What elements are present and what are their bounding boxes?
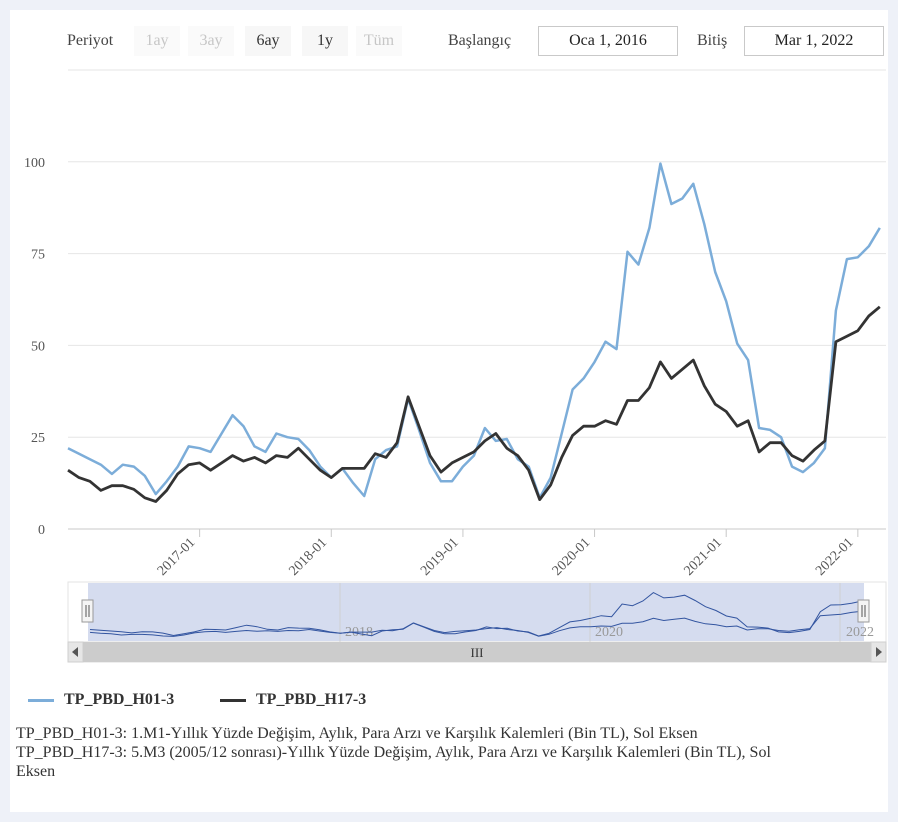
legend-swatch-black [220, 698, 246, 702]
start-date-label: Başlangıç [448, 32, 512, 49]
range-button-all[interactable]: Tüm [356, 26, 402, 56]
x-tick-label: 2019-01 [418, 535, 462, 579]
legend-label: TP_PBD_H17-3 [256, 691, 367, 708]
series-line-h01-3 [67, 162, 881, 500]
legend-swatch-blue [28, 698, 54, 702]
navigator-mask [88, 583, 864, 641]
legend: TP_PBD_H01-3 TP_PBD_H17-3 [28, 688, 628, 712]
y-tick-label: 50 [31, 339, 45, 354]
legend-item[interactable]: TP_PBD_H01-3 [28, 688, 174, 712]
y-tick-label: 100 [24, 156, 45, 171]
end-date-input[interactable]: Mar 1, 2022 [744, 26, 884, 56]
navigator-series [89, 592, 863, 637]
navigator[interactable]: 2018 2020 2022 III [10, 580, 888, 670]
x-tick-label: 2022-01 [813, 535, 857, 579]
period-label: Periyot [67, 32, 114, 49]
arrow-right-icon [876, 647, 882, 657]
range-button-6ay[interactable]: 6ay [245, 26, 291, 56]
range-button-1y[interactable]: 1y [302, 26, 348, 56]
start-date-input[interactable]: Oca 1, 2016 [538, 26, 678, 56]
legend-label: TP_PBD_H01-3 [64, 691, 175, 708]
axis-layer: 0 25 50 75 100 2017-01 2018-01 2019-01 2020-01 20… [24, 156, 886, 579]
navigator-year-label: 2022 [846, 625, 874, 640]
line-chart: 0 25 50 75 100 2017-01 2018-01 2019-01 2020-01 20… [24, 69, 886, 579]
navigator-handle-right[interactable] [857, 599, 870, 623]
series-description: TP_PBD_H17-3: 5.M3 (2005/12 sonrası)-Yıl… [16, 744, 771, 780]
arrow-left-icon [72, 647, 78, 657]
series-descriptions: TP_PBD_H01-3: 1.M1-Yıllık Yüzde Değişim,… [16, 724, 776, 781]
x-tick-label: 2018-01 [286, 535, 330, 579]
series-description: TP_PBD_H01-3: 1.M1-Yıllık Yüzde Değişim,… [16, 725, 698, 742]
chart-panel: Periyot 1ay 3ay 6ay 1y Tüm Başlangıç Oca… [10, 10, 888, 812]
range-button-1ay[interactable]: 1ay [134, 26, 180, 56]
range-selector: Periyot 1ay 3ay 6ay 1y Tüm Başlangıç Oca… [10, 24, 888, 60]
navigator-year-label: 2020 [595, 625, 623, 640]
y-tick-label: 25 [31, 431, 45, 446]
x-tick-label: 2020-01 [550, 535, 594, 579]
y-tick-label: 0 [38, 523, 45, 538]
grid-layer [68, 69, 886, 530]
end-date-label: Bitiş [697, 32, 728, 49]
x-tick-label: 2021-01 [681, 535, 725, 579]
navigator-handle-left[interactable] [81, 599, 94, 623]
series-layer [67, 162, 881, 503]
scrollbar-grip-icon: III [471, 645, 484, 660]
x-tick-label: 2017-01 [155, 535, 199, 579]
y-tick-label: 75 [31, 248, 45, 263]
navigator-line [89, 610, 863, 637]
legend-item[interactable]: TP_PBD_H17-3 [220, 688, 366, 712]
range-button-3ay[interactable]: 3ay [188, 26, 234, 56]
scrollbar-thumb[interactable] [83, 642, 871, 662]
series-line-h17-3 [67, 305, 881, 503]
